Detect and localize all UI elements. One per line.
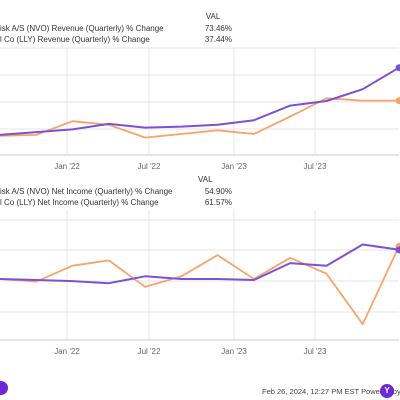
chart1-legend-lly-value: 37.44% xyxy=(204,35,232,44)
chart1-xtick: Jul '23 xyxy=(303,162,327,171)
series-line-nvo xyxy=(0,243,400,285)
chart1-xtick: Jan '23 xyxy=(221,162,247,171)
bottom-left-logo-icon xyxy=(0,381,8,395)
chart1-legend-header: VAL xyxy=(205,12,221,21)
series-end-marker-lly xyxy=(395,97,400,105)
chart2-xtick: Jan '23 xyxy=(221,347,247,356)
chart1-legend-nvo: isk A/S (NVO) Revenue (Quarterly) % Chan… xyxy=(0,24,164,33)
series-end-marker-nvo xyxy=(395,64,400,72)
chart2-legend-lly: l Co (LLY) Net Income (Quarterly) % Chan… xyxy=(0,198,159,207)
footer-timestamp: Feb 26, 2024, 12:27 PM EST Powered by xyxy=(262,387,400,396)
chart1-xtick: Jan '22 xyxy=(54,162,80,171)
series-line-nvo xyxy=(0,66,400,136)
chart1-legend-lly: l Co (LLY) Revenue (Quarterly) % Change xyxy=(0,35,150,44)
ycharts-logo[interactable]: Y xyxy=(380,384,394,398)
chart2-xtick: Jul '23 xyxy=(303,347,327,356)
chart2-xtick: Jul '22 xyxy=(137,347,161,356)
chart2-xtick: Jan '22 xyxy=(54,347,80,356)
series-line-lly xyxy=(0,97,399,139)
chart2-legend-lly-value: 61.57% xyxy=(204,198,232,207)
chart1-legend-nvo-value: 73.46% xyxy=(204,24,232,33)
chart2-legend-nvo-value: 54.90% xyxy=(204,187,232,196)
chart1-xtick: Jul '22 xyxy=(137,162,161,171)
chart2-legend-header: VAL xyxy=(198,175,213,184)
chart2-legend-nvo: isk A/S (NVO) Net Income (Quarterly) % C… xyxy=(0,187,173,196)
series-line-lly xyxy=(0,245,400,326)
series-end-marker-nvo xyxy=(395,246,400,254)
